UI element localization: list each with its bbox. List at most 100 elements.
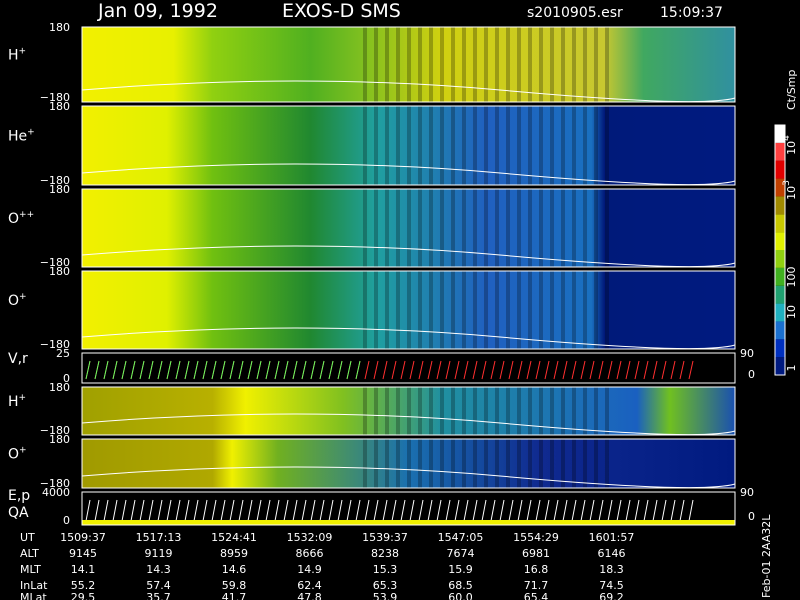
saw-trace-green (85, 360, 361, 380)
colorbar-band (775, 250, 785, 268)
panel-label-sup: + (27, 128, 35, 138)
row-value: 53.9 (373, 591, 398, 600)
colorbar-label-base: 10 (785, 186, 798, 200)
row-name: MLat (20, 591, 47, 600)
spectrogram-stripes (360, 439, 610, 488)
row-value: 15.3 (373, 563, 398, 576)
row-value: 57.4 (146, 579, 171, 592)
panel-label-base: H (8, 48, 19, 64)
y-top: 180 (49, 183, 70, 196)
y-top: 180 (49, 100, 70, 113)
colorbar-unit: Ct/Smp (785, 70, 798, 110)
panel-label-sup: + (19, 292, 27, 302)
panel-frame (81, 438, 736, 489)
y2-top: 90 (740, 486, 754, 499)
row-value: 18.3 (599, 563, 624, 576)
colorbar-label: 103 (782, 180, 798, 200)
colorbar-frame (774, 124, 786, 376)
panel-frame (81, 188, 736, 268)
panel-label-sup: ++ (19, 210, 34, 220)
row-value: 9119 (145, 547, 173, 560)
colorbar-band (775, 232, 785, 250)
colorbar-label-base: 1 (785, 365, 798, 372)
row-value: 1517:13 (136, 531, 182, 544)
panel-frame (81, 26, 736, 103)
y-bottom: 0 (63, 514, 70, 527)
panel-label: E,p (8, 488, 30, 504)
colorbar-label-base: 10 (785, 141, 798, 155)
row-value: 29.5 (71, 591, 96, 600)
row-value: 1509:37 (60, 531, 106, 544)
date: Jan 09, 1992 (97, 0, 218, 22)
panel-label: V,r (8, 351, 28, 367)
row-value: 71.7 (524, 579, 549, 592)
row-value: 14.9 (297, 563, 322, 576)
colorbar-label: 100 (785, 267, 798, 288)
colorbar-label-base: 100 (785, 267, 798, 288)
panel-label-base: H (8, 394, 19, 410)
spectrogram-stripes (360, 189, 610, 267)
panel-frame (81, 386, 736, 436)
y-bottom: −180 (40, 424, 70, 437)
y-bottom: −180 (40, 338, 70, 351)
row-value: 65.4 (524, 591, 549, 600)
panel-frame (81, 270, 736, 350)
colorbar-band (775, 357, 785, 375)
instrument: EXOS-D SMS (282, 0, 401, 22)
y-top: 25 (56, 347, 70, 360)
colorbar-label-sup: 4 (782, 135, 792, 141)
panel-label-base: O (8, 211, 19, 227)
colorbar-label-base: 10 (785, 305, 798, 319)
colorbar-band (775, 321, 785, 340)
colorbar-band (775, 267, 785, 286)
panel-label-sup: + (19, 446, 27, 456)
panel-label-base: V,r (8, 351, 28, 367)
row-value: 59.8 (222, 579, 247, 592)
row-value: 68.5 (448, 579, 473, 592)
row-value: 8959 (220, 547, 248, 560)
y-top: 180 (49, 433, 70, 446)
panel-label: H+ (8, 393, 26, 410)
colorbar-band (775, 285, 785, 304)
row-value: 14.3 (146, 563, 171, 576)
colorbar-band (775, 160, 785, 179)
colorbar-label: 1 (785, 365, 798, 372)
row-value: 55.2 (71, 579, 96, 592)
row-value: 16.8 (524, 563, 549, 576)
panel-label-base: O (8, 293, 19, 309)
row-value: 1554:29 (513, 531, 559, 544)
panel-label: H+ (8, 47, 26, 64)
row-value: 41.7 (222, 591, 247, 600)
row-value: 1524:41 (211, 531, 257, 544)
panel-label-sup: + (19, 393, 27, 403)
panel-frame (81, 491, 736, 526)
y-bottom: −180 (40, 174, 70, 187)
colorbar-label-sup: 3 (782, 180, 792, 186)
row-value: 8238 (371, 547, 399, 560)
row-name: MLT (20, 563, 41, 576)
y-bottom: −180 (40, 256, 70, 269)
row-value: 74.5 (599, 579, 624, 592)
row-value: 8666 (296, 547, 324, 560)
file: s2010905.esr (527, 5, 623, 21)
footer-id: Feb-01 2AA32L (760, 514, 773, 598)
y2-bottom: 0 (748, 368, 755, 381)
panel-label-sup: + (19, 47, 27, 57)
row-value: 7674 (447, 547, 475, 560)
colorbar-label: 104 (782, 135, 798, 155)
row-value: 1547:05 (438, 531, 484, 544)
y-bottom: 0 (63, 372, 70, 385)
row-value: 69.2 (599, 591, 624, 600)
colorbar-band (775, 196, 785, 215)
panel-label: QA (8, 505, 29, 521)
y-top: 180 (49, 265, 70, 278)
spectrogram-stripes (360, 27, 610, 102)
row-value: 35.7 (146, 591, 171, 600)
row-value: 1532:09 (287, 531, 333, 544)
y2-top: 90 (740, 347, 754, 360)
row-value: 6146 (598, 547, 626, 560)
panel-label: O++ (8, 210, 34, 227)
row-value: 62.4 (297, 579, 322, 592)
row-name: ALT (20, 547, 39, 560)
